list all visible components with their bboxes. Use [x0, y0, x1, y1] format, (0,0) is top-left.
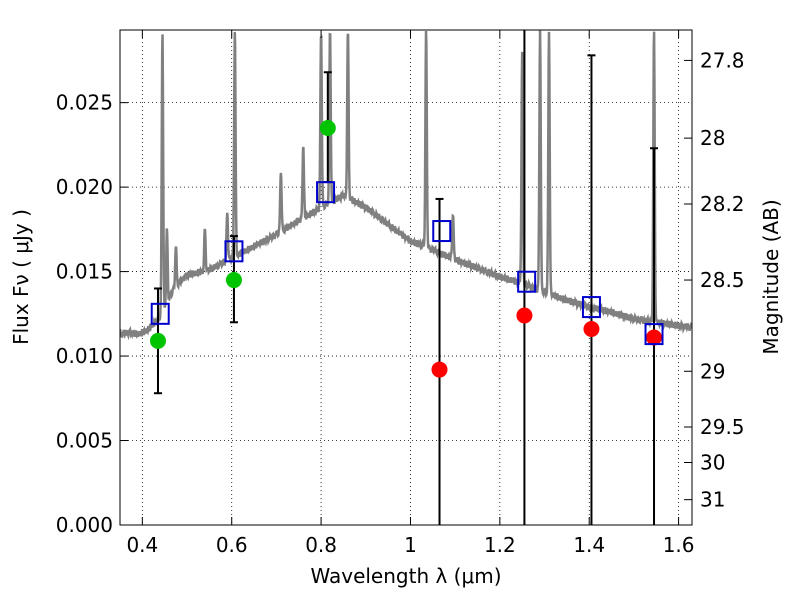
- model-point-2-1: [224, 240, 244, 263]
- y-tick-label-4: 0.020: [56, 175, 113, 199]
- data-point-1-1: [516, 307, 533, 324]
- data-point-1-0: [431, 361, 448, 378]
- x-tick-label-6: 1.6: [663, 533, 695, 557]
- y-tick-label-1: 0.005: [56, 429, 113, 453]
- x-tick-label-2: 0.8: [305, 533, 337, 557]
- model-point-2-2: [316, 181, 336, 204]
- x-tick-label-1: 0.6: [216, 533, 248, 557]
- spectrum-layer: [120, 30, 692, 341]
- y-tick-label-2: 0.010: [56, 344, 113, 368]
- x-axis-title: Wavelength λ (μm): [310, 564, 501, 588]
- model-point-2-4: [517, 270, 537, 293]
- data-markers: [149, 119, 664, 378]
- data-point-1-2: [583, 321, 600, 338]
- y2-tick-label-5: 29.5: [700, 415, 745, 439]
- plot-frame: [119, 29, 693, 526]
- model-point-2-0: [150, 302, 170, 325]
- x-tick-label-0: 0.4: [126, 533, 158, 557]
- y-tick-label-5: 0.025: [56, 91, 113, 115]
- grid: [120, 30, 692, 526]
- model-point-2-6: [644, 323, 664, 346]
- y-tick-label-0: 0.000: [56, 513, 113, 537]
- model-point-2-5: [581, 296, 601, 319]
- y-axis-title: Flux Fν ( μJy ): [9, 209, 33, 345]
- data-point-0-1: [225, 272, 242, 289]
- axis-ticks: 0.4 0.6 0.8 1 1.2 1.4 1.6 0.000 0.005 0.010 0.015 0…: [56, 30, 745, 557]
- model-spectrum-line: [120, 30, 692, 341]
- x-tick-label-3: 1: [404, 533, 417, 557]
- model-point-2-3: [432, 220, 452, 243]
- data-point-0-0: [149, 332, 166, 349]
- data-point-1-3: [646, 329, 663, 346]
- y-tick-label-3: 0.015: [56, 260, 113, 284]
- x-tick-label-5: 1.4: [573, 533, 605, 557]
- y2-tick-label-3: 28.5: [700, 268, 745, 292]
- y2-tick-label-7: 31: [700, 488, 725, 512]
- y2-tick-label-1: 28: [700, 126, 725, 150]
- y2-tick-label-0: 27.8: [700, 48, 745, 72]
- y2-tick-label-4: 29: [700, 359, 725, 383]
- data-point-0-2: [319, 119, 336, 136]
- y2-axis-title: Magnitude (AB): [759, 199, 783, 354]
- x-tick-label-4: 1.2: [484, 533, 516, 557]
- y2-tick-label-2: 28.2: [700, 192, 745, 216]
- y2-tick-label-6: 30: [700, 450, 725, 474]
